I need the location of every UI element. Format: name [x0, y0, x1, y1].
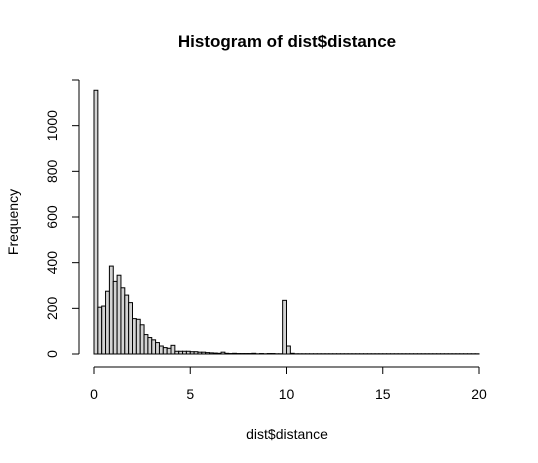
x-tick-label: 0 [90, 386, 98, 402]
histogram-bar [112, 280, 118, 355]
histogram-bar [282, 299, 287, 355]
histogram-bar [216, 352, 222, 355]
histogram-bar [97, 306, 103, 355]
y-tick-label: 1000 [44, 110, 60, 141]
histogram-bar [105, 290, 110, 355]
histogram-bar [182, 350, 187, 355]
histogram-bar [209, 352, 214, 355]
y-tick-label: 0 [44, 350, 60, 358]
histogram-bar [147, 337, 153, 355]
histogram-bar [135, 318, 141, 355]
chart-title: Histogram of dist$distance [178, 32, 396, 51]
histogram-bar [251, 352, 257, 355]
histogram-bar [201, 351, 207, 355]
histogram-bar [205, 352, 210, 355]
histogram-bar [116, 274, 122, 355]
x-tick-label: 5 [186, 386, 194, 402]
histogram-bar [170, 344, 176, 355]
histogram-bar [289, 352, 295, 355]
histogram-bar [158, 345, 164, 355]
y-tick-label: 200 [44, 296, 60, 320]
histogram-bar [166, 347, 172, 355]
histogram-bar [120, 287, 126, 355]
histogram-bar [193, 351, 199, 355]
histogram-bar [101, 305, 107, 355]
histogram-bar [93, 89, 99, 355]
histogram-bar [132, 318, 137, 355]
x-ticks-group: 0 5 10 15 20 [90, 367, 487, 402]
x-tick-label: 15 [375, 386, 391, 402]
histogram-bar [151, 339, 157, 355]
histogram-bar [178, 350, 184, 355]
histogram-bar [197, 351, 203, 355]
x-tick-label: 20 [471, 386, 487, 402]
histogram-bar [174, 350, 180, 355]
bars-group [93, 89, 480, 355]
x-axis-label: dist$distance [246, 426, 328, 442]
histogram-bar [232, 352, 237, 355]
histogram-bar [220, 351, 226, 355]
histogram-bar [212, 352, 218, 355]
histogram-bar [155, 342, 160, 355]
histogram-bar [128, 302, 133, 355]
y-tick-label: 800 [44, 159, 60, 183]
y-tick-label: 400 [44, 251, 60, 275]
histogram-bar [143, 334, 149, 355]
histogram-bar [139, 324, 145, 355]
histogram-bar [185, 350, 191, 355]
y-ticks-group: 0 200 400 600 800 1000 [44, 79, 79, 358]
histogram-bar [124, 294, 130, 355]
y-tick-label: 600 [44, 205, 60, 229]
histogram-bar [108, 265, 114, 355]
x-tick-label: 10 [279, 386, 295, 402]
y-axis-label: Frequency [5, 189, 21, 255]
histogram-bar [224, 352, 230, 355]
histogram-bar [189, 351, 195, 355]
histogram-bar [286, 345, 291, 355]
histogram-bar [162, 347, 168, 355]
